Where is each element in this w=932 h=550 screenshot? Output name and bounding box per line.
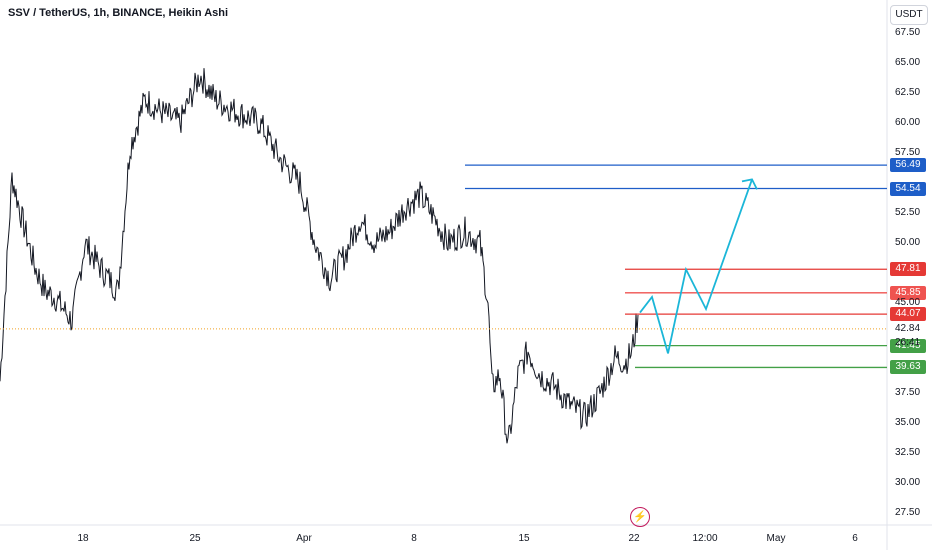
bolt-icon[interactable]: ⚡ <box>630 507 650 527</box>
price-tag-resistance: 56.49 <box>890 158 926 173</box>
price-tag-stop: 41.45 <box>890 338 926 353</box>
y-tick-label: 30.00 <box>895 477 921 488</box>
y-tick-label: 57.50 <box>895 147 921 158</box>
projection-path <box>639 179 753 354</box>
x-tick-label: 12:00 <box>692 533 718 544</box>
y-tick-label: 67.50 <box>895 27 921 38</box>
x-tick-label: 25 <box>189 533 201 544</box>
price-tag-entry: 44.07 <box>890 307 926 322</box>
y-tick-label: 45.00 <box>895 297 921 308</box>
x-tick-label: May <box>766 533 786 544</box>
y-tick-label: 52.50 <box>895 207 921 218</box>
x-tick-label: 15 <box>518 533 530 544</box>
x-tick-label: 8 <box>411 533 417 544</box>
x-tick-label: 22 <box>628 533 640 544</box>
y-tick-label: 42.84 <box>895 322 921 334</box>
chart-title: SSV / TetherUS, 1h, BINANCE, Heikin Ashi <box>8 7 229 19</box>
y-tick-label: 37.50 <box>895 387 921 398</box>
x-tick-label: 6 <box>852 533 858 544</box>
x-tick-label: Apr <box>296 533 312 544</box>
bar-countdown: 26:41 <box>895 336 921 348</box>
projection-arrowhead <box>741 178 758 190</box>
y-tick-label: 62.50 <box>895 87 921 98</box>
currency-unit-button[interactable]: USDT <box>890 5 928 25</box>
y-tick-label: 35.00 <box>895 417 921 428</box>
price-series <box>0 68 639 444</box>
y-tick-label: 32.50 <box>895 447 921 458</box>
price-tag-target: 47.81 <box>890 262 926 277</box>
y-tick-label: 60.00 <box>895 117 921 128</box>
price-tag-target: 45.85 <box>890 285 926 300</box>
x-tick-label: 18 <box>77 533 89 544</box>
y-tick-label: 65.00 <box>895 57 921 68</box>
y-tick-label: 27.50 <box>895 507 921 518</box>
price-tag-resistance: 54.54 <box>890 181 926 196</box>
price-tag-stop: 39.63 <box>890 360 926 375</box>
y-tick-label: 50.00 <box>895 237 921 248</box>
